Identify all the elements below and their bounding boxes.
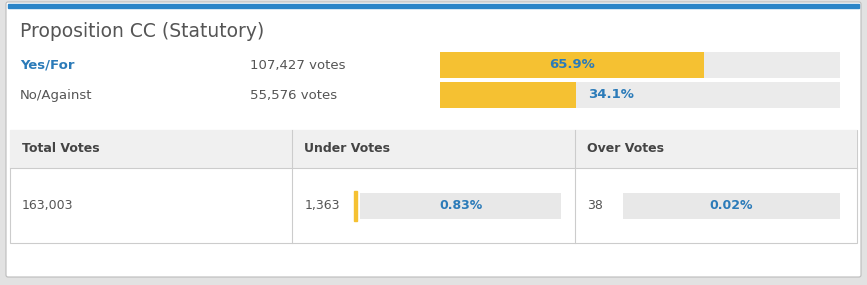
Text: Total Votes: Total Votes — [22, 142, 100, 156]
FancyBboxPatch shape — [6, 2, 861, 277]
Text: No/Against: No/Against — [20, 89, 93, 101]
Text: Under Votes: Under Votes — [304, 142, 390, 156]
Text: 1,363: 1,363 — [304, 199, 340, 212]
Text: Yes/For: Yes/For — [20, 58, 75, 72]
Text: 0.02%: 0.02% — [709, 199, 753, 212]
Bar — [8, 4, 859, 8]
Text: 34.1%: 34.1% — [589, 89, 635, 101]
Bar — [440, 82, 840, 108]
Text: Proposition CC (Statutory): Proposition CC (Statutory) — [20, 22, 264, 41]
Bar — [10, 130, 857, 168]
Text: 38: 38 — [587, 199, 603, 212]
Text: Over Votes: Over Votes — [587, 142, 663, 156]
Text: 0.83%: 0.83% — [439, 199, 482, 212]
Bar — [623, 192, 840, 219]
Text: 65.9%: 65.9% — [549, 58, 595, 72]
Bar — [355, 190, 357, 221]
Bar — [440, 82, 577, 108]
Bar — [361, 192, 561, 219]
Text: 107,427 votes: 107,427 votes — [250, 58, 346, 72]
Text: 163,003: 163,003 — [22, 199, 74, 212]
Bar — [440, 52, 704, 78]
Text: 55,576 votes: 55,576 votes — [250, 89, 337, 101]
Bar — [440, 52, 840, 78]
Bar — [10, 130, 857, 243]
